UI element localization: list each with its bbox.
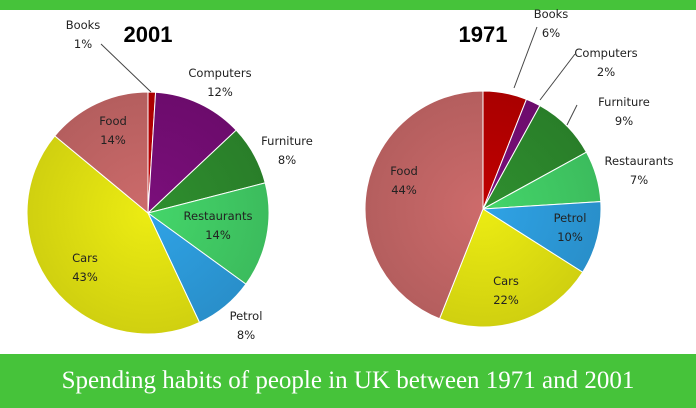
slice-label-petrol: Petrol 10% xyxy=(554,211,587,244)
slice-label-furniture: Furniture 8% xyxy=(261,134,313,167)
slice-label-restaurants: Restaurants 14% xyxy=(184,209,253,242)
slice-label-furniture: Furniture 9% xyxy=(598,95,650,128)
pie-slice-cars xyxy=(26,135,201,335)
slice-label-computers: Computers 12% xyxy=(188,66,251,99)
pie-slice-restaurants xyxy=(146,182,270,285)
pie-slice-computers xyxy=(147,91,237,215)
chart-title-1971: 1971 xyxy=(459,22,508,47)
slice-label-petrol: Petrol 8% xyxy=(230,309,263,342)
leader-line-furniture xyxy=(566,104,578,126)
top-banner xyxy=(0,0,696,10)
pie-charts: 2001 1971 Books 1% Computers 12% Furniture 8%… xyxy=(26,7,674,342)
caption-banner: Spending habits of people in UK between … xyxy=(0,354,696,408)
leader-line-books xyxy=(513,26,538,89)
pie-slice-petrol xyxy=(481,201,602,273)
slice-label-books: Books 6% xyxy=(534,7,569,40)
pie-2001: Books 1% Computers 12% Furniture 8% Restaurant… xyxy=(26,18,313,342)
slice-label-computers: Computers 2% xyxy=(574,46,637,79)
pie-slice-food xyxy=(364,90,484,320)
slice-label-food: Food 14% xyxy=(99,114,127,147)
pie-slice-cars xyxy=(438,208,584,328)
slice-label-books: Books 1% xyxy=(66,18,101,51)
slice-label-restaurants: Restaurants 7% xyxy=(605,154,674,187)
chart-title-2001: 2001 xyxy=(124,22,173,47)
slice-label-cars: Cars 43% xyxy=(72,251,98,284)
leader-line-books xyxy=(100,43,152,93)
caption-text: Spending habits of people in UK between … xyxy=(61,367,635,394)
leader-line-computers xyxy=(539,53,576,101)
slice-label-food: Food 44% xyxy=(390,164,418,197)
pie-slice-food xyxy=(54,91,149,215)
pie-1971: Books 6%Computers 2% Furniture 9% Restaurants… xyxy=(364,7,674,328)
slice-label-cars: Cars 22% xyxy=(493,274,519,307)
